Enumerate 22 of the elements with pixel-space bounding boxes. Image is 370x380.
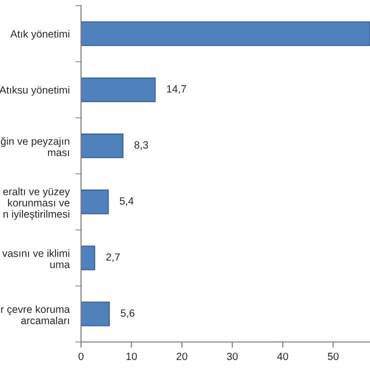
y-tick-label: r çevre koruma arcamaları xyxy=(1,305,70,324)
y-tick-label: ğin ve peyzajın ması xyxy=(0,137,70,156)
data-label: 2,7 xyxy=(106,253,120,262)
y-tick-label: Atık yönetimi xyxy=(10,30,70,40)
bar xyxy=(81,134,124,158)
x-tick-label: 40 xyxy=(277,352,288,360)
x-tick-label: 30 xyxy=(226,352,238,360)
x-tick-label: 50 xyxy=(328,352,339,360)
y-tick-label: vasını ve iklimi uma xyxy=(2,249,70,268)
x-tick-label: 0 xyxy=(78,352,84,360)
data-label: 14,7 xyxy=(167,85,186,94)
x-tick-label: 10 xyxy=(126,352,137,360)
bar xyxy=(81,246,96,270)
bar xyxy=(81,302,110,326)
data-label: 8,3 xyxy=(134,141,148,150)
data-label: 5,4 xyxy=(120,197,134,206)
y-tick-label: eraltı ve yüzey korunması ve n iyileştirilmesi xyxy=(3,188,70,220)
bar xyxy=(81,190,109,214)
data-label: 5,6 xyxy=(120,309,134,318)
x-tick-label: 20 xyxy=(176,352,188,360)
bar xyxy=(81,77,156,102)
bar xyxy=(81,21,370,46)
